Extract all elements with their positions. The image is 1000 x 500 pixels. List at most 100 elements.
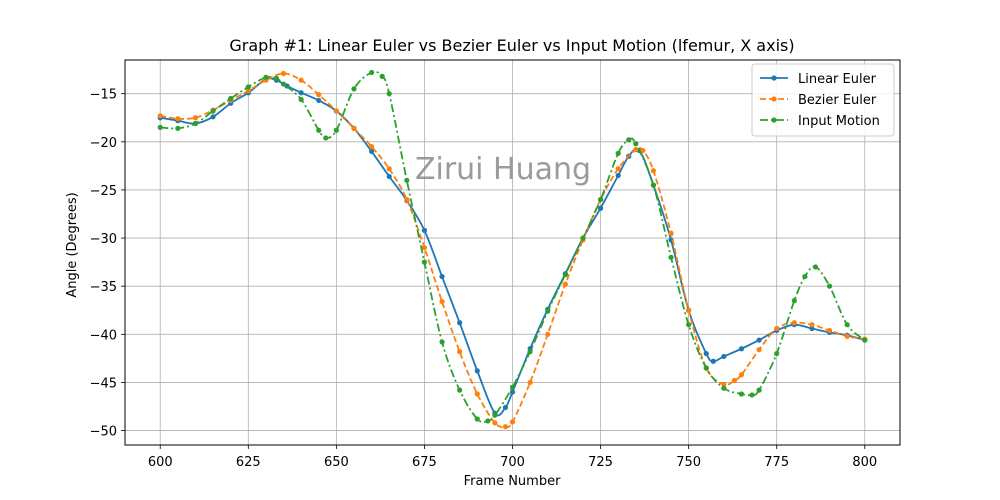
- data-point: [439, 298, 445, 305]
- x-tick-label: 800: [852, 455, 877, 470]
- legend-marker: [771, 117, 777, 123]
- data-point: [333, 108, 339, 114]
- data-point: [245, 84, 251, 90]
- y-tick-label: −15: [90, 88, 117, 103]
- data-point: [615, 172, 621, 179]
- data-point: [492, 420, 498, 426]
- data-point: [509, 384, 516, 390]
- data-point: [527, 349, 533, 355]
- data-point: [457, 387, 463, 393]
- data-point: [368, 69, 375, 76]
- data-point: [263, 74, 269, 80]
- data-point: [404, 177, 410, 183]
- data-point: [351, 125, 357, 131]
- data-point: [650, 168, 657, 174]
- data-point: [703, 350, 709, 357]
- legend-marker: [771, 75, 777, 81]
- data-point: [316, 92, 322, 98]
- data-point: [474, 416, 480, 422]
- data-point: [323, 135, 329, 141]
- data-point: [710, 358, 716, 364]
- data-point: [738, 391, 745, 397]
- data-point: [862, 337, 868, 343]
- data-point: [597, 205, 604, 211]
- data-point: [527, 379, 533, 386]
- x-tick-label: 675: [412, 455, 437, 470]
- x-tick-label: 750: [676, 455, 701, 470]
- x-tick-label: 600: [148, 455, 173, 470]
- data-point: [386, 173, 392, 180]
- data-point: [545, 331, 551, 337]
- data-point: [210, 114, 216, 120]
- data-point: [738, 372, 745, 378]
- data-point: [686, 307, 692, 313]
- data-point: [509, 419, 516, 425]
- data-point: [192, 115, 199, 121]
- data-point: [809, 325, 815, 332]
- data-point: [439, 339, 445, 345]
- data-point: [502, 404, 509, 411]
- y-tick-label: −20: [90, 136, 117, 151]
- data-point: [738, 346, 745, 352]
- data-point: [686, 322, 692, 328]
- data-point: [580, 235, 586, 241]
- data-point: [485, 418, 491, 424]
- data-point: [615, 166, 621, 172]
- data-point: [562, 281, 568, 287]
- watermark: Zirui Huang: [415, 152, 591, 187]
- data-point: [597, 196, 604, 203]
- data-point: [457, 349, 463, 355]
- data-point: [774, 350, 780, 357]
- data-point: [245, 88, 251, 94]
- data-point: [668, 254, 674, 260]
- data-point: [809, 322, 815, 328]
- data-point: [749, 392, 755, 398]
- data-point: [756, 347, 762, 353]
- data-point: [791, 298, 797, 304]
- y-tick-label: −35: [90, 280, 117, 295]
- x-tick-label: 725: [588, 455, 613, 470]
- data-point: [633, 146, 639, 153]
- data-point: [157, 113, 163, 119]
- data-point: [457, 320, 463, 326]
- data-point: [492, 412, 498, 418]
- data-point: [386, 166, 392, 172]
- legend-label: Bezier Euler: [798, 93, 877, 108]
- data-point: [844, 333, 850, 339]
- data-point: [316, 97, 322, 104]
- data-point: [228, 95, 234, 102]
- data-point: [280, 81, 287, 87]
- data-point: [650, 182, 657, 188]
- data-point: [421, 227, 428, 233]
- data-point: [545, 308, 551, 314]
- data-point: [615, 150, 621, 156]
- data-point: [175, 125, 181, 131]
- y-tick-label: −45: [90, 376, 117, 391]
- data-point: [421, 259, 428, 265]
- data-point: [210, 108, 216, 114]
- data-point: [404, 196, 410, 203]
- data-point: [826, 327, 833, 334]
- data-point: [721, 381, 727, 387]
- data-point: [333, 127, 339, 133]
- data-point: [368, 144, 375, 150]
- data-point: [703, 365, 709, 371]
- data-point: [298, 90, 304, 96]
- grid: [125, 60, 900, 445]
- data-point: [640, 147, 646, 154]
- legend: Linear Euler Bezier Euler Input Motion: [751, 63, 895, 137]
- data-point: [316, 127, 322, 133]
- data-point: [298, 77, 304, 83]
- y-tick-label: −25: [90, 184, 117, 199]
- data-point: [502, 424, 509, 430]
- data-point: [721, 385, 727, 391]
- data-point: [368, 148, 375, 155]
- axis-ticks: 600 625 650 675 700 725 750 775 800 −50 −45 −40 −35 −…: [90, 88, 878, 470]
- legend-box: [751, 63, 895, 137]
- x-tick-label: 775: [764, 455, 789, 470]
- legend-label: Input Motion: [798, 114, 880, 129]
- data-point: [175, 116, 181, 122]
- data-point: [774, 325, 780, 332]
- y-tick-label: −30: [90, 232, 117, 247]
